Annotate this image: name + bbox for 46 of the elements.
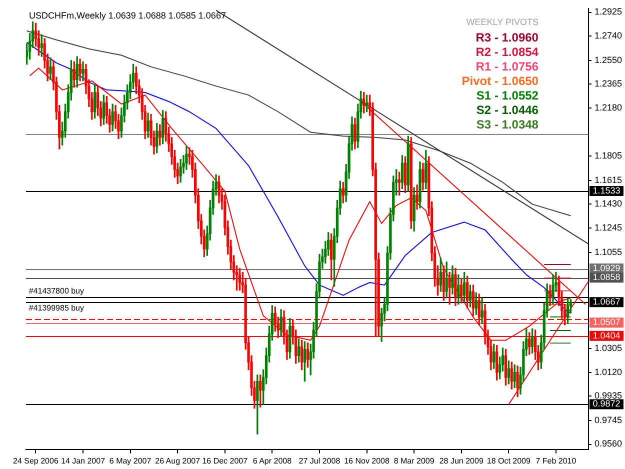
y-tick-label: 1.2180 (594, 102, 622, 112)
x-tick-label: 27 Jul 2008 (298, 456, 341, 466)
y-tick-label: 1.0120 (594, 366, 622, 377)
ref-line-label: 0.9872 (592, 398, 620, 409)
text: R1 - 1.0756 (476, 60, 539, 74)
y-tick-label: 0.9745 (594, 415, 622, 425)
legend-title: WEEKLY PIVOTS (466, 16, 538, 27)
text: S2 - 1.0446 (476, 103, 539, 118)
y-tick-label: 1.2550 (594, 54, 622, 65)
text: Pivot - 1.0650 (462, 74, 539, 88)
x-tick-label: 6 Apr 2008 (252, 456, 292, 466)
y-tick-label: 1.1805 (594, 150, 622, 161)
text: R3 - 1.0960 (476, 30, 539, 45)
x-tick-label: 16 Nov 2008 (344, 456, 390, 466)
candlestick (82, 61, 84, 82)
y-tick-label: 0.9935 (594, 390, 622, 401)
y-tick-label: 1.1615 (594, 174, 622, 185)
text: R2 - 1.0854 (476, 45, 539, 60)
y-tick-label: 1.2740 (594, 30, 622, 40)
text: S3 - 1.0348 (476, 118, 539, 132)
ref-line-label: 1.0858 (592, 272, 620, 282)
x-tick-label: 14 Jan 2007 (60, 456, 106, 466)
x-tick-label: 26 Aug 2007 (155, 456, 201, 466)
y-tick-label: 1.1055 (594, 246, 622, 257)
y-tick-label: 1.1430 (594, 198, 622, 209)
ref-line-label: 1.0929 (592, 262, 620, 273)
chart-title: USDCHFm,Weekly 1.0639 1.0688 1.0585 1.0667 (29, 10, 226, 20)
y-tick-label: 1.2925 (594, 6, 622, 17)
ref-line-label: 1.0667 (592, 296, 620, 307)
x-tick-label: 7 Feb 2010 (536, 456, 577, 466)
y-tick-label: 1.0305 (594, 343, 622, 354)
x-tick-label: 16 Dec 2007 (202, 456, 248, 466)
text: S1 - 1.0552 (476, 88, 539, 103)
x-tick-label: 6 May 2007 (109, 456, 152, 466)
ref-line-label: 1.0404 (592, 330, 620, 340)
x-tick-label: 18 Oct 2009 (486, 456, 531, 466)
y-tick-label: 0.9560 (594, 438, 622, 449)
y-tick-label: 1.1245 (594, 222, 622, 232)
ref-line-label: 1.0507 (592, 317, 620, 328)
annotation: #41437800 buy (28, 286, 84, 296)
ref-line-label: 1.1533 (592, 185, 620, 196)
annotation: #41399985 buy (28, 303, 84, 312)
x-tick-label: 24 Sep 2006 (13, 456, 59, 466)
y-tick-label: 1.2365 (594, 78, 622, 89)
x-tick-label: 8 Mar 2009 (394, 456, 435, 466)
x-tick-label: 28 Jun 2009 (439, 456, 484, 466)
